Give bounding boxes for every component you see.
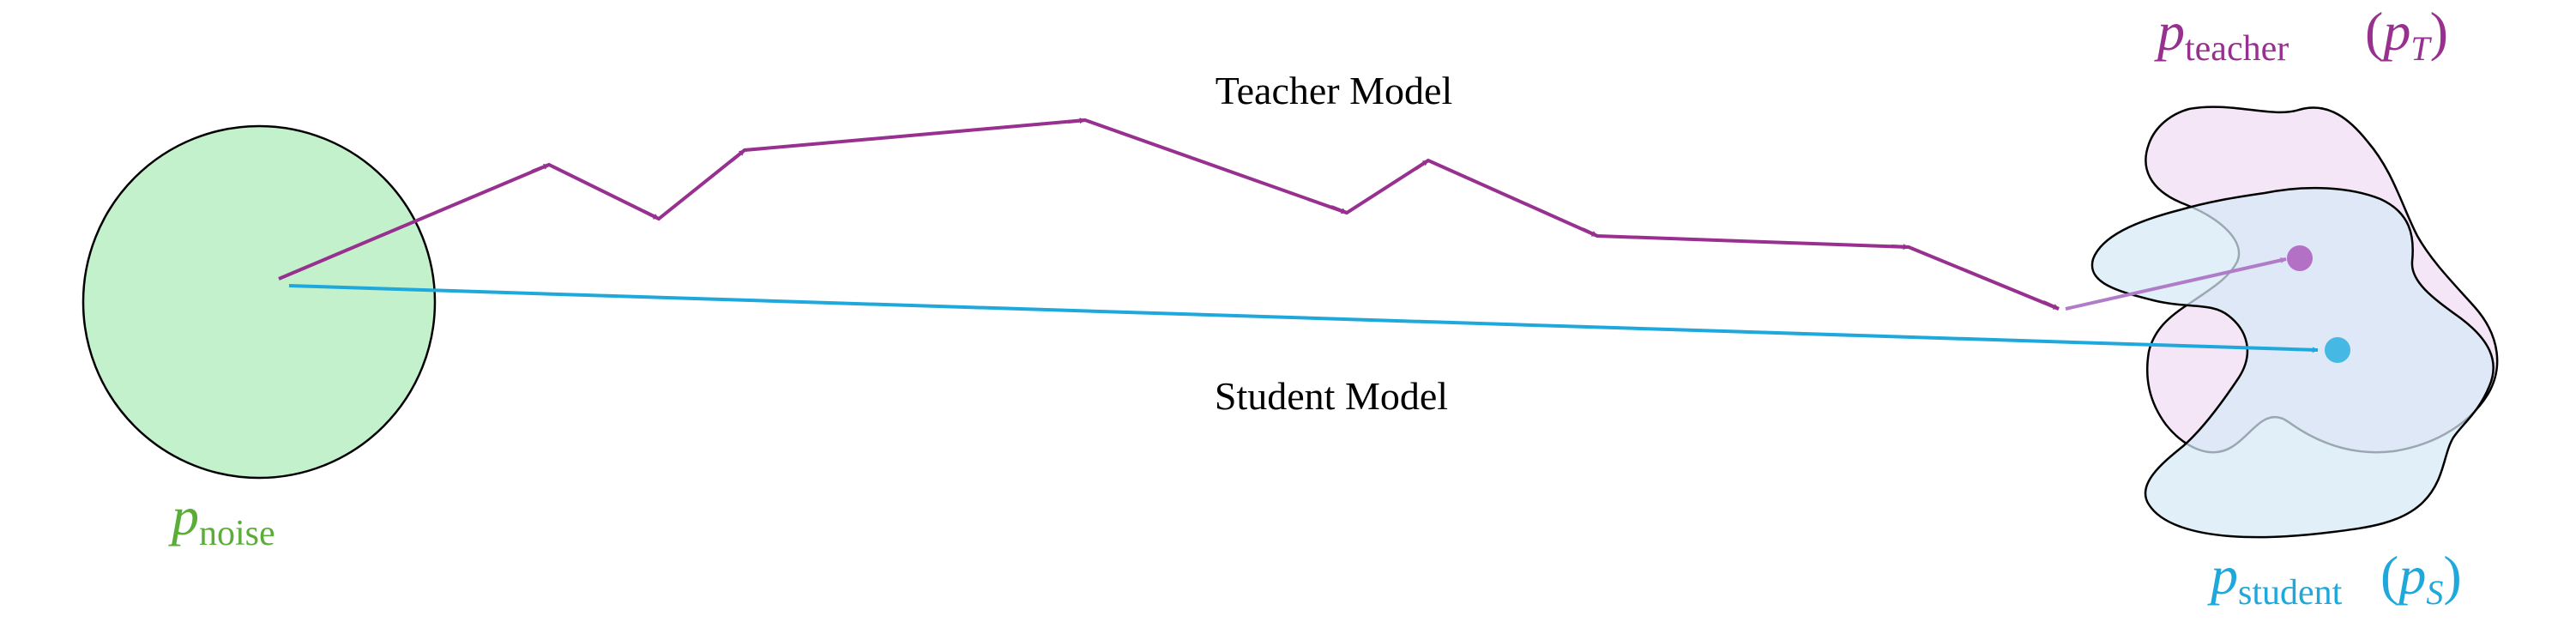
student-sample-point	[2325, 337, 2350, 363]
teacher-step-arrow	[1891, 244, 1909, 251]
student-symbol: p	[2207, 545, 2238, 606]
student-distribution-label: pstudent	[2207, 545, 2343, 613]
teacher-step-arrow	[531, 163, 550, 173]
student-short-subscript: S	[2426, 573, 2443, 612]
teacher-short-symbol: p	[2380, 1, 2410, 62]
teacher-step-arrow	[1414, 159, 1430, 171]
student-short-close-paren: )	[2443, 545, 2461, 606]
student-model-label: Student Model	[1215, 374, 1448, 418]
noise-distribution-circle	[81, 124, 437, 480]
teacher-symbol: p	[2154, 1, 2185, 62]
teacher-short-close-paren: )	[2430, 1, 2448, 62]
teacher-trajectory	[278, 118, 2060, 311]
student-distribution-region	[2090, 186, 2495, 539]
teacher-step-arrow	[642, 209, 660, 220]
noise-subscript: noise	[199, 514, 275, 553]
teacher-step-arrow	[1067, 118, 1086, 124]
teacher-model-label: Teacher Model	[1216, 69, 1452, 112]
student-short-label: (pS)	[2380, 545, 2462, 612]
teacher-short-subscript: T	[2410, 29, 2432, 68]
teacher-short-open-paren: (	[2365, 1, 2383, 62]
teacher-step-arrow	[1330, 205, 1348, 214]
noise-distribution-label: pnoise	[168, 486, 275, 553]
teacher-final-step-arrow	[2065, 257, 2287, 311]
student-trajectory-arrow	[288, 284, 2319, 353]
student-short-symbol: p	[2395, 545, 2426, 606]
noise-symbol: p	[168, 486, 199, 546]
teacher-distribution-label: pteacher	[2154, 1, 2289, 69]
teacher-step-arrow	[1582, 227, 1598, 238]
student-short-open-paren: (	[2380, 545, 2398, 606]
teacher-short-label: (pT)	[2365, 1, 2448, 68]
teacher-subscript: teacher	[2185, 29, 2289, 69]
teacher-step-arrow	[729, 148, 746, 163]
teacher-sample-point	[2287, 245, 2313, 271]
student-subscript: student	[2238, 573, 2343, 613]
teacher-step-arrow	[2042, 300, 2060, 311]
